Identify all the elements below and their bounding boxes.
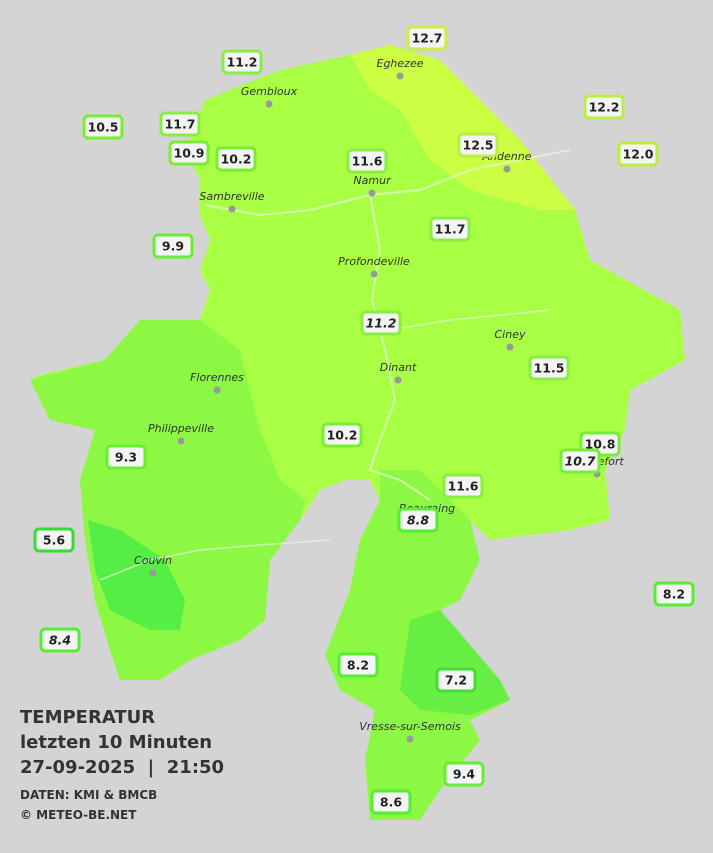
station-value: 7.2 <box>445 673 467 688</box>
place-label: Ciney <box>495 328 526 341</box>
station-value: 8.2 <box>663 587 685 602</box>
station-value: 11.7 <box>165 117 196 132</box>
legend-title: TEMPERATUR <box>20 707 155 728</box>
place-label: Couvin <box>134 554 172 567</box>
station-box <box>406 25 448 51</box>
station-box <box>168 140 210 166</box>
station-value: 11.6 <box>352 154 383 169</box>
station-value: 10.2 <box>327 428 358 443</box>
station-value: 8.6 <box>380 795 402 810</box>
place-label: Gembloux <box>241 85 298 98</box>
station-box <box>346 148 388 174</box>
place-label: Sambreville <box>199 190 264 203</box>
zone-warm <box>350 45 575 210</box>
legend-subtitle: letzten 10 Minuten <box>20 732 212 753</box>
station-box <box>159 111 201 137</box>
legend-credit: © METEO-BE.NET <box>20 808 137 822</box>
station-value: 12.5 <box>463 138 494 153</box>
place-dot <box>370 270 378 278</box>
station-box <box>370 789 412 815</box>
place-label: Florennes <box>190 371 244 384</box>
station-value: 5.6 <box>43 533 65 548</box>
station-value: 11.2 <box>366 316 397 331</box>
river <box>99 539 331 581</box>
station-box <box>221 49 263 75</box>
station-box <box>583 94 625 120</box>
legend-datetime: 27-09-2025 | 21:50 <box>20 757 224 778</box>
station-box <box>528 355 570 381</box>
station-value: 12.2 <box>589 100 620 115</box>
station-box <box>337 652 379 678</box>
station-box <box>360 310 402 336</box>
place-label: Philippeville <box>148 422 214 435</box>
place-dot <box>265 100 273 108</box>
station-value: 8.8 <box>407 513 429 528</box>
station-value: 9.9 <box>162 239 184 254</box>
station-value: 8.4 <box>49 633 71 648</box>
station-value: 10.5 <box>88 120 119 135</box>
station-box <box>429 216 471 242</box>
zone-cold <box>88 520 185 630</box>
place-dot <box>503 165 511 173</box>
station-box <box>321 422 363 448</box>
place-dot <box>177 437 185 445</box>
place-label: Eghezee <box>377 57 424 70</box>
station-value: 11.6 <box>448 479 479 494</box>
station-value: 12.0 <box>623 147 654 162</box>
station-value: 10.7 <box>565 454 596 469</box>
station-box <box>617 141 659 167</box>
station-box <box>397 507 439 533</box>
station-box <box>105 444 147 470</box>
station-value: 8.2 <box>347 658 369 673</box>
zone-west <box>30 320 305 680</box>
place-label: Dinant <box>380 361 417 374</box>
place-label: Namur <box>353 174 392 187</box>
river <box>389 309 551 331</box>
station-box <box>442 473 484 499</box>
place-dot <box>149 569 157 577</box>
place-label: Profondeville <box>338 255 410 268</box>
place-dot <box>396 72 404 80</box>
place-dot <box>228 205 236 213</box>
station-value: 11.7 <box>435 222 466 237</box>
place-label: Vresse-sur-Semois <box>359 720 461 733</box>
station-box <box>653 581 695 607</box>
station-value: 12.7 <box>412 31 443 46</box>
station-value: 9.3 <box>115 450 137 465</box>
station-box <box>33 527 75 553</box>
station-value: 9.4 <box>453 767 475 782</box>
station-box <box>82 114 124 140</box>
station-value: 11.5 <box>534 361 565 376</box>
station-box <box>435 667 477 693</box>
station-value: 10.9 <box>174 146 205 161</box>
legend-source: DATEN: KMI & BMCB <box>20 788 157 802</box>
station-box <box>443 761 485 787</box>
station-value: 10.2 <box>221 152 252 167</box>
place-dot <box>406 735 414 743</box>
station-value: 11.2 <box>227 55 258 70</box>
river <box>204 149 571 217</box>
place-dot <box>368 189 376 197</box>
station-box <box>39 627 81 653</box>
zone-cold <box>400 610 510 715</box>
station-box <box>457 132 499 158</box>
station-value: 10.8 <box>585 437 616 452</box>
station-box <box>559 448 601 474</box>
station-box <box>152 233 194 259</box>
place-dot <box>394 376 402 384</box>
place-dot <box>506 343 514 351</box>
station-box <box>215 146 257 172</box>
place-dot <box>213 386 221 394</box>
river <box>368 194 431 501</box>
